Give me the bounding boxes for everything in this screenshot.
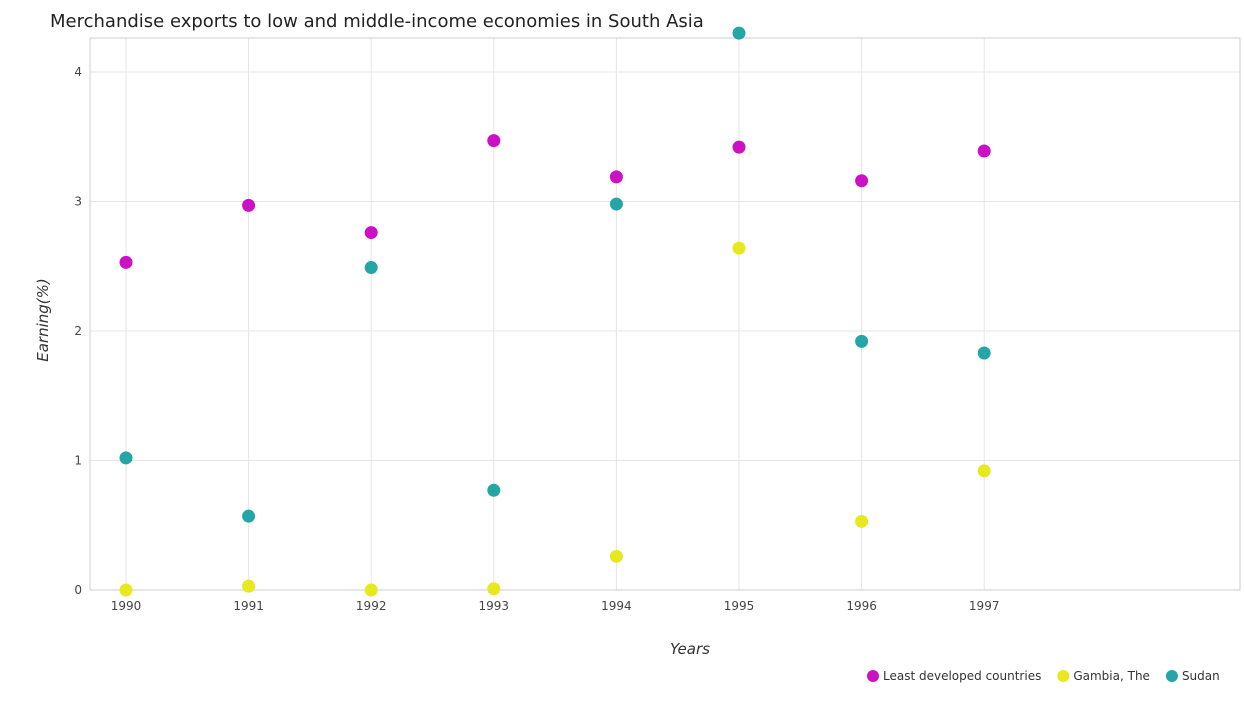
legend-label: Sudan [1182,669,1220,683]
y-tick-label: 4 [74,65,82,79]
y-axis-title: Earning(%) [34,278,52,362]
legend: Least developed countries Gambia, The Suda… [867,669,1220,683]
data-point-gambia-the [732,241,746,255]
y-tick-label: 0 [74,583,82,597]
data-point-gambia-the [119,583,133,597]
grid-lines [90,38,1240,591]
data-point-sudan [609,197,623,211]
y-tick-label: 1 [74,454,82,468]
x-tick-label: 1995 [724,599,755,613]
data-point-least-developed-countries [242,198,256,212]
x-axis-title: Years [670,640,710,658]
data-point-sudan [487,483,501,497]
data-point-sudan [242,509,256,523]
data-point-gambia-the [855,514,869,528]
data-point-gambia-the [364,583,378,597]
data-point-least-developed-countries [855,174,869,188]
y-tick-label: 3 [74,195,82,209]
legend-marker [867,670,879,682]
legend-marker [1165,670,1178,682]
plot-frame [89,37,1241,591]
x-tick-label: 1993 [479,599,510,613]
data-point-gambia-the [977,464,991,478]
data-point-sudan [977,346,991,360]
x-tick-label: 1991 [233,599,264,613]
axes: 0 1 2 3 4 1990 1991 1992 1993 1994 1995 1996 1997 [74,37,1241,613]
data-point-least-developed-countries [487,134,501,148]
data-point-gambia-the [487,582,501,596]
data-point-least-developed-countries [364,226,378,240]
x-tick-label: 1997 [969,599,1000,613]
x-tick-label: 1996 [846,599,877,613]
data-point-sudan [119,451,133,465]
data-point-sudan [364,261,378,275]
x-tick-label: 1992 [356,599,387,613]
data-point-least-developed-countries [119,255,133,269]
data-point-least-developed-countries [732,140,746,154]
x-tick-label: 1990 [111,599,142,613]
data-point-sudan [855,334,869,348]
chart-title: Merchandise exports to low and middle-in… [50,11,704,32]
legend-marker [1057,670,1070,682]
data-points [119,26,991,597]
legend-label: Least developed countries [883,669,1041,683]
x-tick-label: 1994 [601,599,632,613]
data-point-gambia-the [242,579,256,593]
data-point-sudan [732,26,746,40]
data-point-least-developed-countries [609,170,623,184]
legend-label: Gambia, The [1073,669,1150,683]
data-point-gambia-the [609,549,623,563]
data-point-least-developed-countries [977,144,991,158]
y-tick-label: 2 [74,324,82,338]
